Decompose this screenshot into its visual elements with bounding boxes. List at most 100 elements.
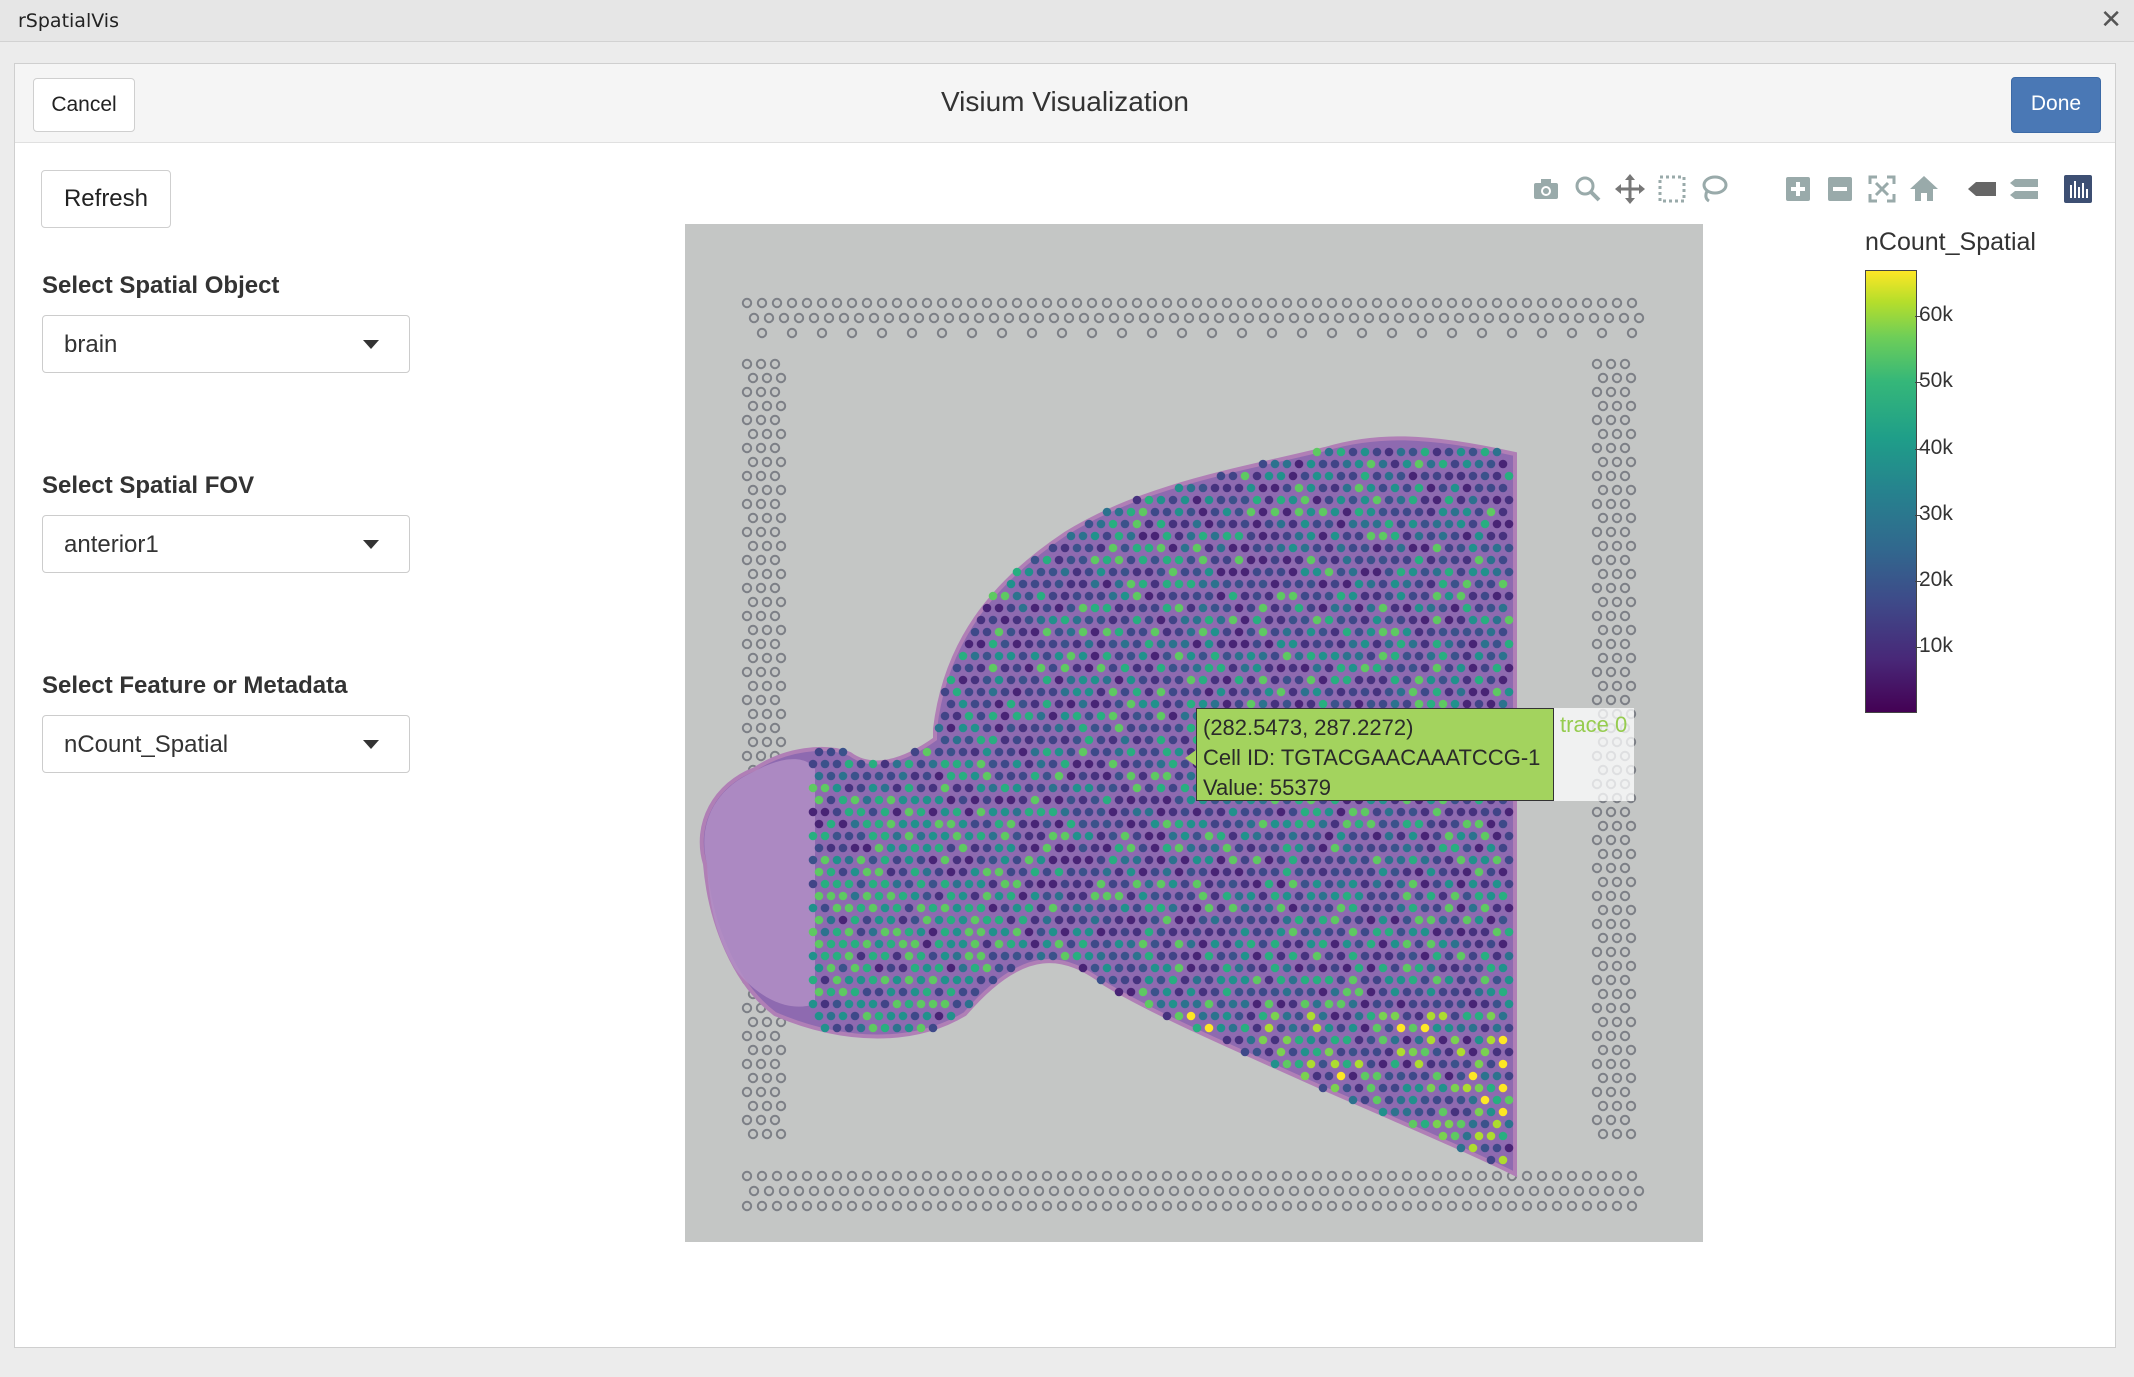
spot bbox=[1366, 531, 1376, 541]
spot bbox=[1318, 555, 1328, 565]
spot bbox=[1078, 867, 1088, 877]
fiducial-spot bbox=[1416, 327, 1428, 339]
spot bbox=[1300, 999, 1310, 1009]
spot bbox=[1426, 651, 1436, 661]
spot bbox=[1066, 627, 1076, 637]
spot bbox=[1222, 555, 1232, 565]
spot bbox=[1102, 891, 1112, 901]
spot bbox=[1450, 1131, 1460, 1141]
spot bbox=[1192, 903, 1202, 913]
spot bbox=[1348, 1047, 1358, 1057]
chevron-down-icon bbox=[363, 340, 379, 349]
fiducial-spot bbox=[1326, 1200, 1338, 1212]
fiducial-spot bbox=[801, 1200, 813, 1212]
spot bbox=[1120, 879, 1130, 889]
pan-icon[interactable] bbox=[1613, 172, 1647, 206]
spot bbox=[1162, 915, 1172, 925]
hover-closest-icon[interactable] bbox=[1965, 172, 1999, 206]
spot bbox=[1138, 531, 1148, 541]
fiducial-spot bbox=[741, 414, 753, 426]
spatial-fov-select[interactable]: anterior1 bbox=[42, 515, 410, 573]
close-icon[interactable]: ✕ bbox=[2100, 4, 2122, 34]
spot bbox=[1378, 987, 1388, 997]
spot bbox=[1072, 831, 1082, 841]
zoom-icon[interactable] bbox=[1571, 172, 1605, 206]
fiducial-spot bbox=[1625, 624, 1637, 636]
spot bbox=[934, 939, 944, 949]
spot bbox=[1342, 1083, 1352, 1093]
spot bbox=[964, 759, 974, 769]
spot bbox=[958, 963, 968, 973]
spot bbox=[1054, 747, 1064, 757]
fiducial-spot bbox=[1243, 1185, 1255, 1197]
spot bbox=[1258, 891, 1268, 901]
refresh-button[interactable]: Refresh bbox=[41, 170, 171, 228]
spot bbox=[1192, 663, 1202, 673]
feature-select[interactable]: nCount_Spatial bbox=[42, 715, 410, 773]
spot bbox=[1240, 951, 1250, 961]
reset-axes-icon[interactable] bbox=[1907, 172, 1941, 206]
done-button[interactable]: Done bbox=[2011, 77, 2101, 133]
zoom-out-icon[interactable] bbox=[1823, 172, 1857, 206]
fiducial-spot bbox=[761, 680, 773, 692]
fiducial-spot bbox=[769, 470, 781, 482]
spot bbox=[970, 747, 980, 757]
box-select-icon[interactable] bbox=[1655, 172, 1689, 206]
camera-icon[interactable] bbox=[1529, 172, 1563, 206]
zoom-in-icon[interactable] bbox=[1781, 172, 1815, 206]
fiducial-spot bbox=[1605, 1086, 1617, 1098]
fiducial-spot bbox=[1236, 297, 1248, 309]
fiducial-spot bbox=[1597, 820, 1609, 832]
spot bbox=[1168, 783, 1178, 793]
plotly-logo-icon[interactable] bbox=[2061, 172, 2095, 206]
spot bbox=[946, 723, 956, 733]
spot bbox=[1084, 615, 1094, 625]
spot bbox=[1372, 519, 1382, 529]
hover-compare-icon[interactable] bbox=[2007, 172, 2041, 206]
spot bbox=[1192, 879, 1202, 889]
lasso-select-icon[interactable] bbox=[1697, 172, 1731, 206]
spot bbox=[1384, 855, 1394, 865]
spot bbox=[1180, 831, 1190, 841]
spot bbox=[1468, 927, 1478, 937]
spatial-fov-label: Select Spatial FOV bbox=[42, 472, 255, 499]
spot bbox=[1354, 651, 1364, 661]
fiducial-spot bbox=[1536, 1200, 1548, 1212]
spot bbox=[1480, 567, 1490, 577]
spot bbox=[1444, 447, 1454, 457]
spot bbox=[1072, 927, 1082, 937]
spot bbox=[1432, 831, 1442, 841]
spot bbox=[1132, 519, 1142, 529]
spot bbox=[1264, 471, 1274, 481]
fiducial-spot bbox=[1401, 1170, 1413, 1182]
spot bbox=[994, 963, 1004, 973]
spot bbox=[1144, 591, 1154, 601]
fiducial-spot bbox=[853, 312, 865, 324]
spot bbox=[1234, 507, 1244, 517]
fiducial-spot bbox=[1483, 1185, 1495, 1197]
autoscale-icon[interactable] bbox=[1865, 172, 1899, 206]
spot bbox=[814, 939, 824, 949]
fiducial-spot bbox=[1536, 297, 1548, 309]
spot bbox=[1030, 819, 1040, 829]
spot bbox=[1024, 711, 1034, 721]
spot bbox=[940, 879, 950, 889]
fiducial-spot bbox=[1243, 312, 1255, 324]
spot bbox=[1348, 567, 1358, 577]
fiducial-spot bbox=[741, 1086, 753, 1098]
spot bbox=[994, 795, 1004, 805]
spot bbox=[1360, 975, 1370, 985]
spot bbox=[1096, 927, 1106, 937]
spot bbox=[1414, 699, 1424, 709]
spot bbox=[1426, 699, 1436, 709]
spatial-object-select[interactable]: brain bbox=[42, 315, 410, 373]
spot bbox=[1018, 603, 1028, 613]
fiducial-spot bbox=[747, 456, 759, 468]
cancel-button[interactable]: Cancel bbox=[33, 78, 135, 132]
spot bbox=[1264, 543, 1274, 553]
spot bbox=[922, 987, 932, 997]
spot bbox=[1252, 519, 1262, 529]
spot bbox=[862, 771, 872, 781]
spot bbox=[1150, 915, 1160, 925]
spot bbox=[874, 891, 884, 901]
